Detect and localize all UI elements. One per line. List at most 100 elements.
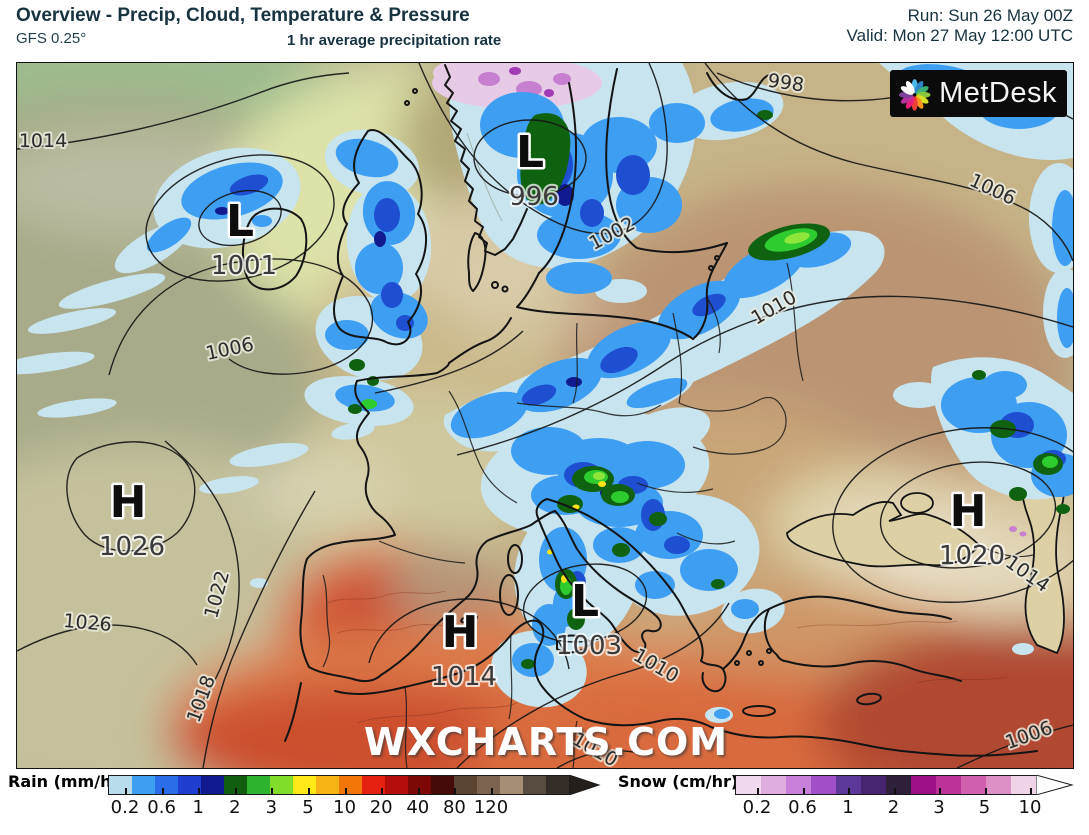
- legend-tick-value: 5: [978, 797, 991, 818]
- ireland-coast: [241, 207, 308, 291]
- weather-map: 1014998100210061006101010221026101810141…: [17, 63, 1073, 768]
- pressure-center-letter: L: [571, 576, 599, 627]
- pressure-center-value: 996: [509, 182, 559, 212]
- legend-color-band: [500, 776, 523, 794]
- snow-scale-arrow-icon: [1036, 775, 1074, 795]
- legend-color-band: [247, 776, 270, 794]
- legend-color-band: [961, 776, 986, 794]
- north-sea-coast: [448, 317, 512, 364]
- legend-color-band: [178, 776, 201, 794]
- isobar-value-label: 1026: [62, 610, 112, 636]
- corsica-coast: [507, 544, 523, 574]
- legend-color-band: [270, 776, 293, 794]
- turkey-south-coast: [763, 608, 962, 682]
- italy-coast: [535, 498, 662, 653]
- legend-tick: [308, 788, 310, 794]
- legend-color-band: [316, 776, 339, 794]
- legend-color-band: [886, 776, 911, 794]
- legend-tick: [1030, 788, 1032, 794]
- legend-color-band: [761, 776, 786, 794]
- adriatic-greece-coast: [586, 514, 727, 693]
- legend-color-band: [936, 776, 961, 794]
- pressure-center-letter: H: [442, 607, 479, 658]
- legend-tick-value: 1: [192, 797, 204, 818]
- pressure-center-letter: L: [226, 196, 254, 247]
- pressure-center-value: 1020: [939, 541, 1005, 571]
- legend-tick-value: 0.6: [147, 797, 176, 818]
- rain-core-bright-green: [593, 232, 810, 480]
- sweden-east-coast: [538, 82, 578, 274]
- pressure-center-letter: H: [110, 477, 147, 528]
- pressure-center-letter: H: [950, 486, 987, 537]
- legend-color-band: [786, 776, 811, 794]
- sardinia-coast: [499, 574, 519, 616]
- legend-color-band: [408, 776, 431, 794]
- legend-tick-value: 40: [406, 797, 430, 818]
- legend-tick-value: 10: [1018, 797, 1042, 818]
- legend-tick: [125, 788, 127, 794]
- isobar-value-label: 1014: [19, 130, 67, 152]
- norway-coast: [444, 64, 528, 256]
- snow-scale-values: 0.2 0.6 1 2 3 5 10: [735, 797, 1042, 821]
- channel-coast: [356, 362, 450, 382]
- pressure-center-value: 1014: [431, 662, 497, 692]
- pressure-center-value: 1026: [99, 532, 165, 562]
- legend-color-band: [477, 776, 500, 794]
- legend-color-band: [546, 776, 569, 794]
- france-iberia-coast: [299, 380, 556, 683]
- sicily-coast: [556, 634, 592, 654]
- crete-coast: [742, 705, 776, 717]
- valid-time-label: Valid: Mon 27 May 12:00 UTC: [846, 26, 1073, 45]
- country-borders: [322, 262, 1034, 768]
- cyprus-coast: [856, 692, 882, 706]
- pressure-center-letter: L: [516, 127, 544, 178]
- legend-tick-value: 3: [265, 797, 278, 818]
- snow-legend-label: Snow (cm/hr): [618, 772, 739, 791]
- snow-heavy: [509, 67, 554, 97]
- finland-coast: [605, 68, 728, 254]
- legend-tick: [417, 788, 420, 794]
- metdesk-pinwheel-icon: [898, 78, 931, 111]
- legend-tick-value: 120: [473, 797, 509, 818]
- pressure-center-labels: L 1001 L 996 H 1026 H 1014 L 1003 H 1020: [97, 125, 1007, 695]
- pressure-center-value: 1001: [211, 251, 277, 281]
- legend-color-band: [431, 776, 454, 794]
- legend-color-band: [861, 776, 886, 794]
- legend-tick-value: 0.2: [742, 797, 772, 818]
- parameter-subtitle: 1 hr average precipitation rate: [287, 32, 502, 49]
- rain-legend-label: Rain (mm/hr): [8, 772, 127, 791]
- metdesk-logo-text: MetDesk: [939, 77, 1057, 109]
- legend-color-band: [201, 776, 224, 794]
- metdesk-logo: MetDesk: [890, 70, 1067, 117]
- baltic-south-coast: [516, 272, 694, 340]
- legend-tick: [381, 788, 384, 794]
- legend-color-band: [454, 776, 477, 794]
- run-time-label: Run: Sun 26 May 00Z: [907, 6, 1073, 25]
- legend-color-band: [811, 776, 836, 794]
- page-title: Overview - Precip, Cloud, Temperature & …: [16, 5, 470, 26]
- legend-tick-value: 2: [229, 797, 241, 818]
- legend-color-band: [155, 776, 178, 794]
- legend-color-band: [1011, 776, 1036, 794]
- legend-color-band: [911, 776, 936, 794]
- morocco-atlantic-coast: [284, 682, 302, 742]
- legend-color-band: [339, 776, 362, 794]
- legend-color-band: [132, 776, 155, 794]
- legend-color-band: [523, 776, 546, 794]
- turkey-north-coast: [768, 595, 952, 620]
- legend-color-band: [736, 776, 761, 794]
- legend-color-band: [836, 776, 861, 794]
- legend-tick: [491, 788, 493, 794]
- rain-scale-values: 0.2 0.6 1 2 3 5 10 20 40 80 120: [108, 797, 568, 821]
- legend-color-band: [224, 776, 247, 794]
- legend-tick-value: 3: [933, 797, 945, 818]
- legend-tick: [234, 788, 237, 794]
- legend-tick-value: 1: [842, 797, 854, 818]
- legend-tick: [984, 788, 987, 794]
- weather-map-frame: 1014 998 1002 1006 1006 1010 1022 1026 1018 1014 1…: [16, 62, 1074, 769]
- legend-tick: [454, 788, 457, 794]
- great-britain-coast: [333, 129, 428, 346]
- legend-tick: [939, 788, 941, 794]
- snow-color-scale: [735, 775, 1037, 795]
